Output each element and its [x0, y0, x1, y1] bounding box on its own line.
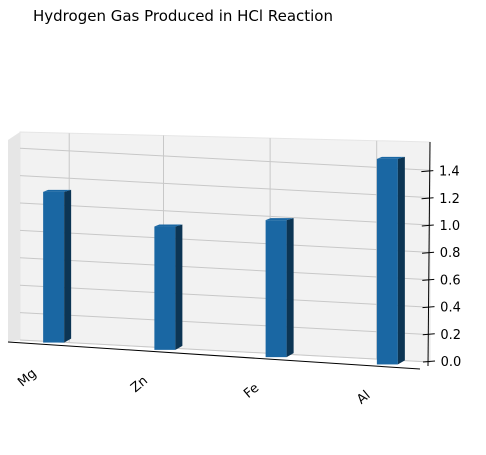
x-tick-label-al: Al — [354, 388, 373, 408]
bar-side — [175, 224, 183, 350]
bar-front — [43, 191, 65, 343]
z-tick-label: 0.0 — [441, 355, 462, 370]
z-tick-mark — [421, 224, 434, 227]
z-tick-mark — [422, 360, 436, 363]
side-pane — [8, 132, 20, 342]
grid-line-h — [19, 175, 431, 199]
grid-line-h — [19, 147, 431, 171]
grid-line-h — [19, 284, 431, 308]
x-tick-label-mg: Mg — [15, 366, 40, 390]
z-tick-label: 0.6 — [440, 273, 461, 288]
bar-top — [265, 218, 294, 221]
grid-line-h — [19, 339, 431, 363]
bar-top — [154, 224, 183, 227]
bar-mg — [43, 189, 72, 343]
bar-side — [397, 156, 405, 365]
bar-side — [286, 218, 294, 358]
z-tick-label: 0.2 — [440, 328, 461, 343]
z-tick-label: 1.2 — [439, 192, 460, 207]
bar-front — [154, 226, 176, 350]
z-tick-label: 0.8 — [440, 246, 461, 261]
z-tick-mark — [422, 333, 435, 336]
grid-line-h — [19, 257, 431, 281]
bar-al — [376, 156, 405, 365]
bar-side — [64, 189, 72, 343]
bar-top — [43, 189, 72, 192]
z-tick-mark — [422, 306, 435, 309]
z-tick-mark — [421, 170, 434, 173]
bar-zn — [154, 224, 183, 350]
z-tick-mark — [421, 197, 434, 200]
bar-front — [265, 220, 287, 358]
bar-top — [376, 156, 405, 159]
bar-fe — [265, 218, 294, 358]
z-tick-mark — [421, 251, 435, 254]
x-tick-label-fe: Fe — [241, 381, 262, 402]
bars — [43, 156, 405, 365]
x-axis-line — [7, 341, 421, 370]
z-axis-line — [427, 141, 431, 367]
x-tick-label-zn: Zn — [128, 373, 151, 396]
z-tick-mark — [422, 278, 435, 281]
bar-front — [376, 158, 398, 365]
x-tick-labels: Mg Zn Fe Al — [15, 366, 373, 407]
z-tick-label: 1.0 — [439, 219, 460, 234]
z-ticks: 0.0 0.2 0.4 0.6 0.8 1.0 1.2 1.4 — [421, 165, 461, 370]
grid-line-h — [19, 202, 431, 226]
z-tick-label: 1.4 — [439, 165, 460, 180]
z-tick-label: 0.4 — [440, 301, 461, 316]
grid-line-h — [19, 312, 431, 336]
chart-title: Hydrogen Gas Produced in HCl Reaction — [33, 7, 333, 25]
grid-line-h — [19, 229, 431, 253]
